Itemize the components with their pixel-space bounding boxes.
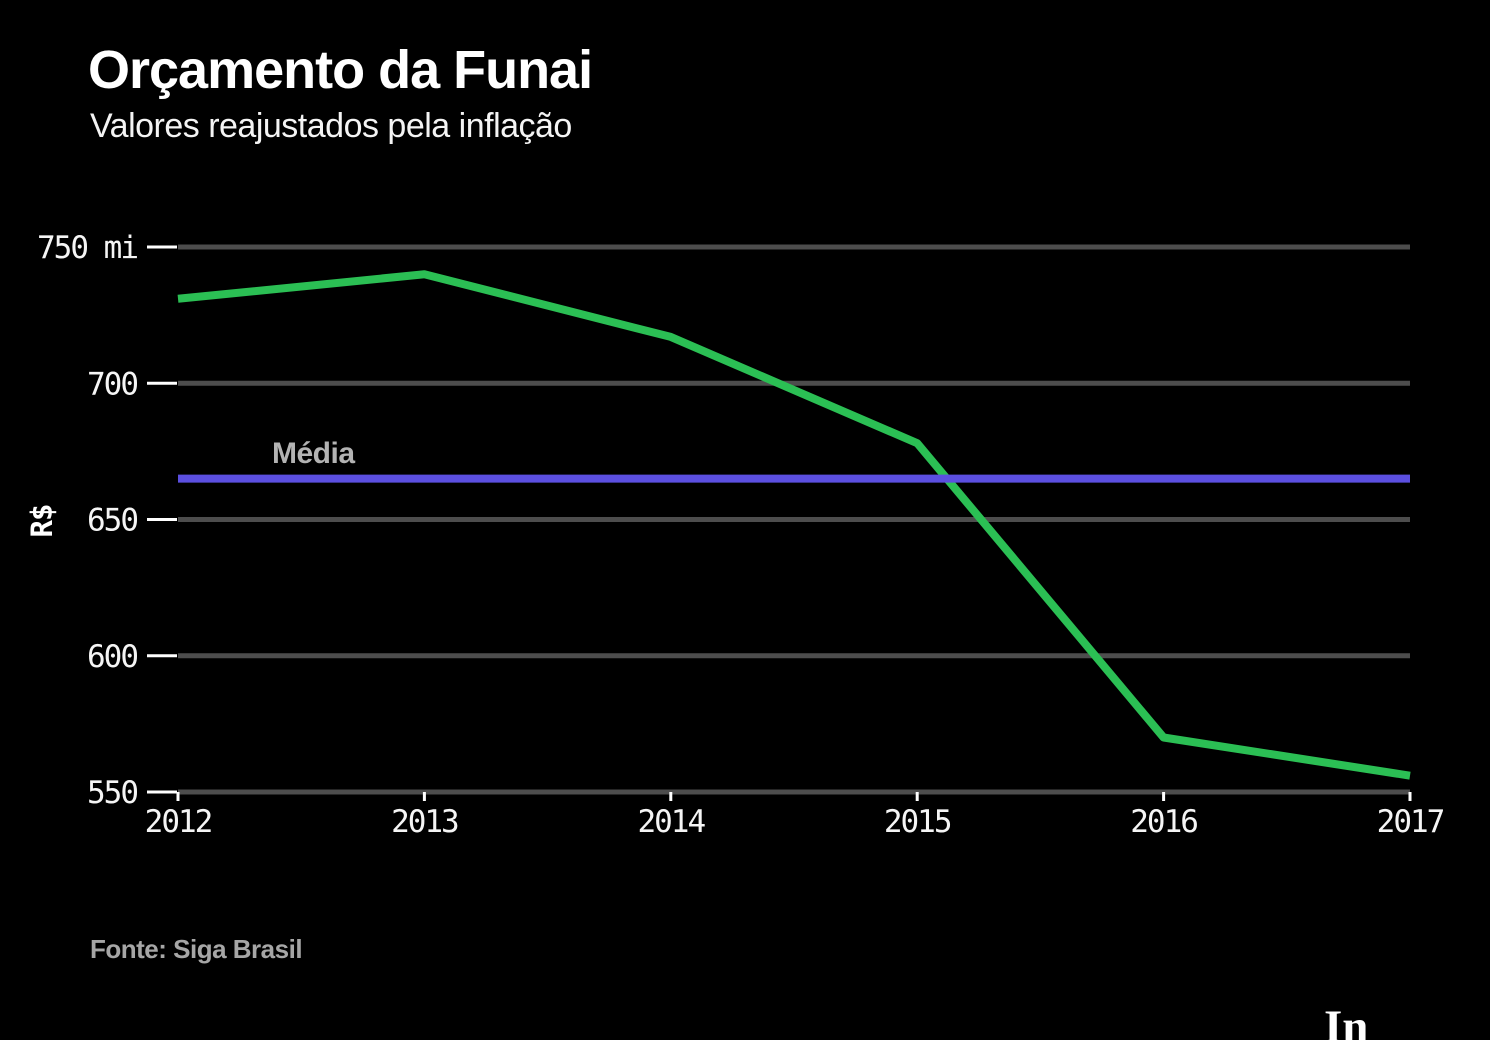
y-tick-label: 700 xyxy=(87,366,137,402)
x-tick-label: 2012 xyxy=(145,804,212,840)
chart-subtitle: Valores reajustados pela inflação xyxy=(90,107,572,145)
x-tick-label: 2017 xyxy=(1377,804,1444,840)
source-note: Fonte: Siga Brasil xyxy=(90,934,303,964)
logo-line1: In_ xyxy=(1324,1000,1392,1040)
media-line-label: Média xyxy=(272,437,355,470)
x-tick-label: 2014 xyxy=(637,804,705,840)
x-tick-label: 2015 xyxy=(884,804,951,840)
y-tick-label: 650 xyxy=(87,503,137,539)
budget-line xyxy=(177,270,1411,780)
chart-title: Orçamento da Funai xyxy=(88,40,593,100)
x-tick-label: 2016 xyxy=(1130,804,1197,840)
intercept-brasil-logo: In_ Br xyxy=(1324,921,1392,1040)
y-tick-label: 750 mi xyxy=(37,230,137,266)
y-axis-title: R$ xyxy=(25,504,59,538)
y-tick-label: 600 xyxy=(87,639,137,675)
y-tick-label: 550 xyxy=(87,775,137,811)
x-tick-label: 2013 xyxy=(391,804,458,840)
